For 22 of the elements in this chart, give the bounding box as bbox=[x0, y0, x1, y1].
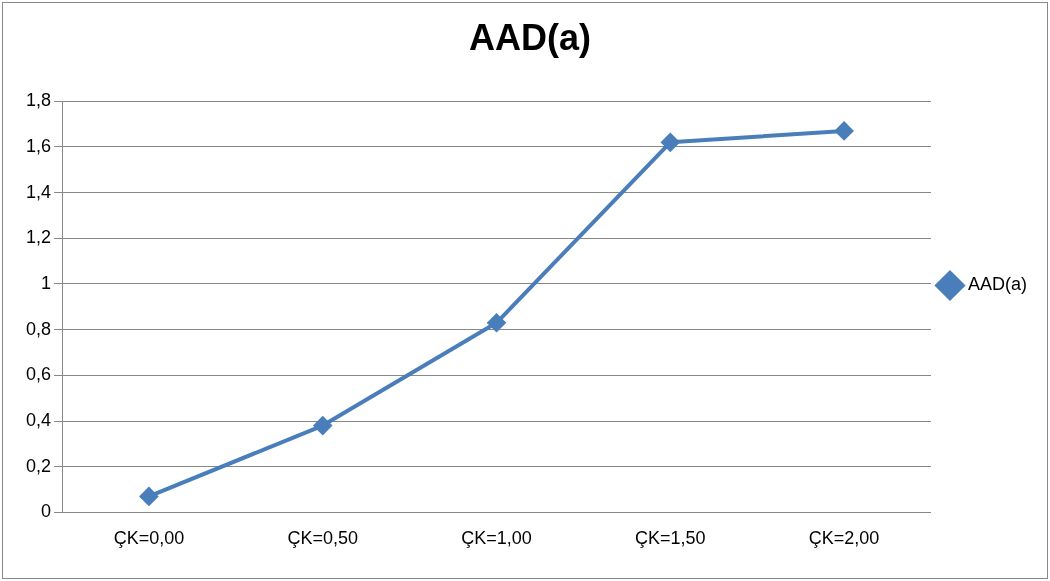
y-tick-label: 1,2 bbox=[25, 227, 52, 248]
chart-title: AAD(a) bbox=[469, 16, 591, 58]
y-tick-label: 0 bbox=[41, 501, 52, 522]
x-tick-label: ÇK=1,00 bbox=[461, 528, 532, 549]
y-tick-label: 0,8 bbox=[25, 318, 52, 339]
point bbox=[139, 487, 158, 506]
x-tick-label: ÇK=0,00 bbox=[113, 528, 185, 549]
y-tick-label: 0,4 bbox=[25, 409, 52, 430]
point bbox=[661, 133, 680, 152]
y-tick-label: 0,2 bbox=[25, 455, 52, 476]
y-tick-label: 1,6 bbox=[25, 135, 52, 156]
x-tick-label: ÇK=0,50 bbox=[287, 528, 358, 549]
x-tick-label: ÇK=2,00 bbox=[808, 528, 880, 549]
point bbox=[487, 313, 506, 332]
y-tick-label: 0,6 bbox=[25, 364, 52, 385]
point bbox=[835, 121, 854, 140]
y-tick-label: 1,8 bbox=[25, 90, 52, 111]
legend-label: AAD(a) bbox=[967, 274, 1028, 295]
y-tick-label: 1 bbox=[41, 272, 52, 293]
point bbox=[313, 416, 332, 435]
y-tick-label: 1,4 bbox=[25, 181, 52, 202]
x-tick-label: ÇK=1,50 bbox=[635, 528, 706, 549]
